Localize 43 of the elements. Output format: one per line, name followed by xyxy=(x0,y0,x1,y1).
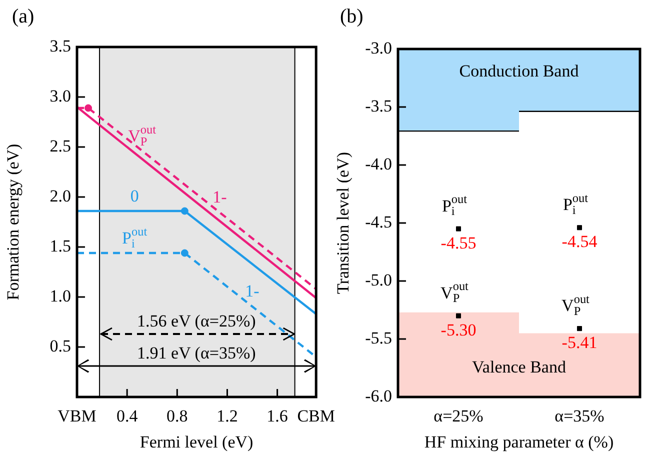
point xyxy=(576,326,582,332)
x-tick-label: α=35% xyxy=(554,406,604,426)
annotation: Conduction Band xyxy=(459,62,580,81)
annotation: 1.56 eV (α=25%) xyxy=(137,311,256,330)
annotation: Valence Band xyxy=(472,357,566,376)
annotation: 1- xyxy=(245,281,260,300)
chart-title: (a) xyxy=(12,5,34,28)
data-label: -4.54 xyxy=(562,232,598,252)
data-label: -4.55 xyxy=(440,233,476,252)
y-tick-label: 1.5 xyxy=(50,236,71,256)
point xyxy=(456,313,462,318)
y-tick-label: 2.0 xyxy=(50,186,71,206)
y-tick-label: -3.5 xyxy=(365,96,392,116)
y-tick-label: 0.5 xyxy=(50,336,71,356)
x-tick-label: α=25% xyxy=(434,406,484,426)
y-tick-label: -6.0 xyxy=(365,386,392,406)
y-tick-label: 1.0 xyxy=(50,286,71,306)
y-tick-label: -4.5 xyxy=(365,212,392,232)
point xyxy=(456,226,462,232)
y-tick-label: -5.5 xyxy=(365,328,392,348)
x-axis-title: HF mixing parameter α (%) xyxy=(424,432,614,452)
y-tick-label: 2.5 xyxy=(50,136,71,156)
chart-title: (b) xyxy=(340,5,364,28)
x-tick-label: 1.6 xyxy=(266,406,288,426)
x-tick-label: 0.8 xyxy=(166,406,188,426)
y-axis-title: Transition level (eV) xyxy=(334,152,353,294)
y-tick-label: 3.0 xyxy=(50,86,71,106)
annotation: 0 xyxy=(130,186,139,206)
point xyxy=(576,225,582,230)
y-axis-title: Formation energy (eV) xyxy=(4,144,23,300)
y-tick-label: -3.0 xyxy=(365,38,392,58)
x-tick-label: 1.2 xyxy=(216,406,238,426)
data-label: -5.41 xyxy=(562,333,598,352)
annotation: 1.91 eV (α=35%) xyxy=(137,343,256,362)
annotation: 1- xyxy=(212,187,228,206)
x-tick-label: VBM xyxy=(58,406,96,426)
y-tick-label: -4.0 xyxy=(365,154,392,174)
data-label: -5.30 xyxy=(440,320,476,340)
y-tick-label: 3.5 xyxy=(50,36,71,56)
x-axis-title: Fermi level (eV) xyxy=(140,432,254,452)
x-tick-label: CBM xyxy=(297,406,335,426)
x-tick-label: 0.4 xyxy=(116,406,138,426)
y-tick-label: -5.0 xyxy=(365,270,392,290)
